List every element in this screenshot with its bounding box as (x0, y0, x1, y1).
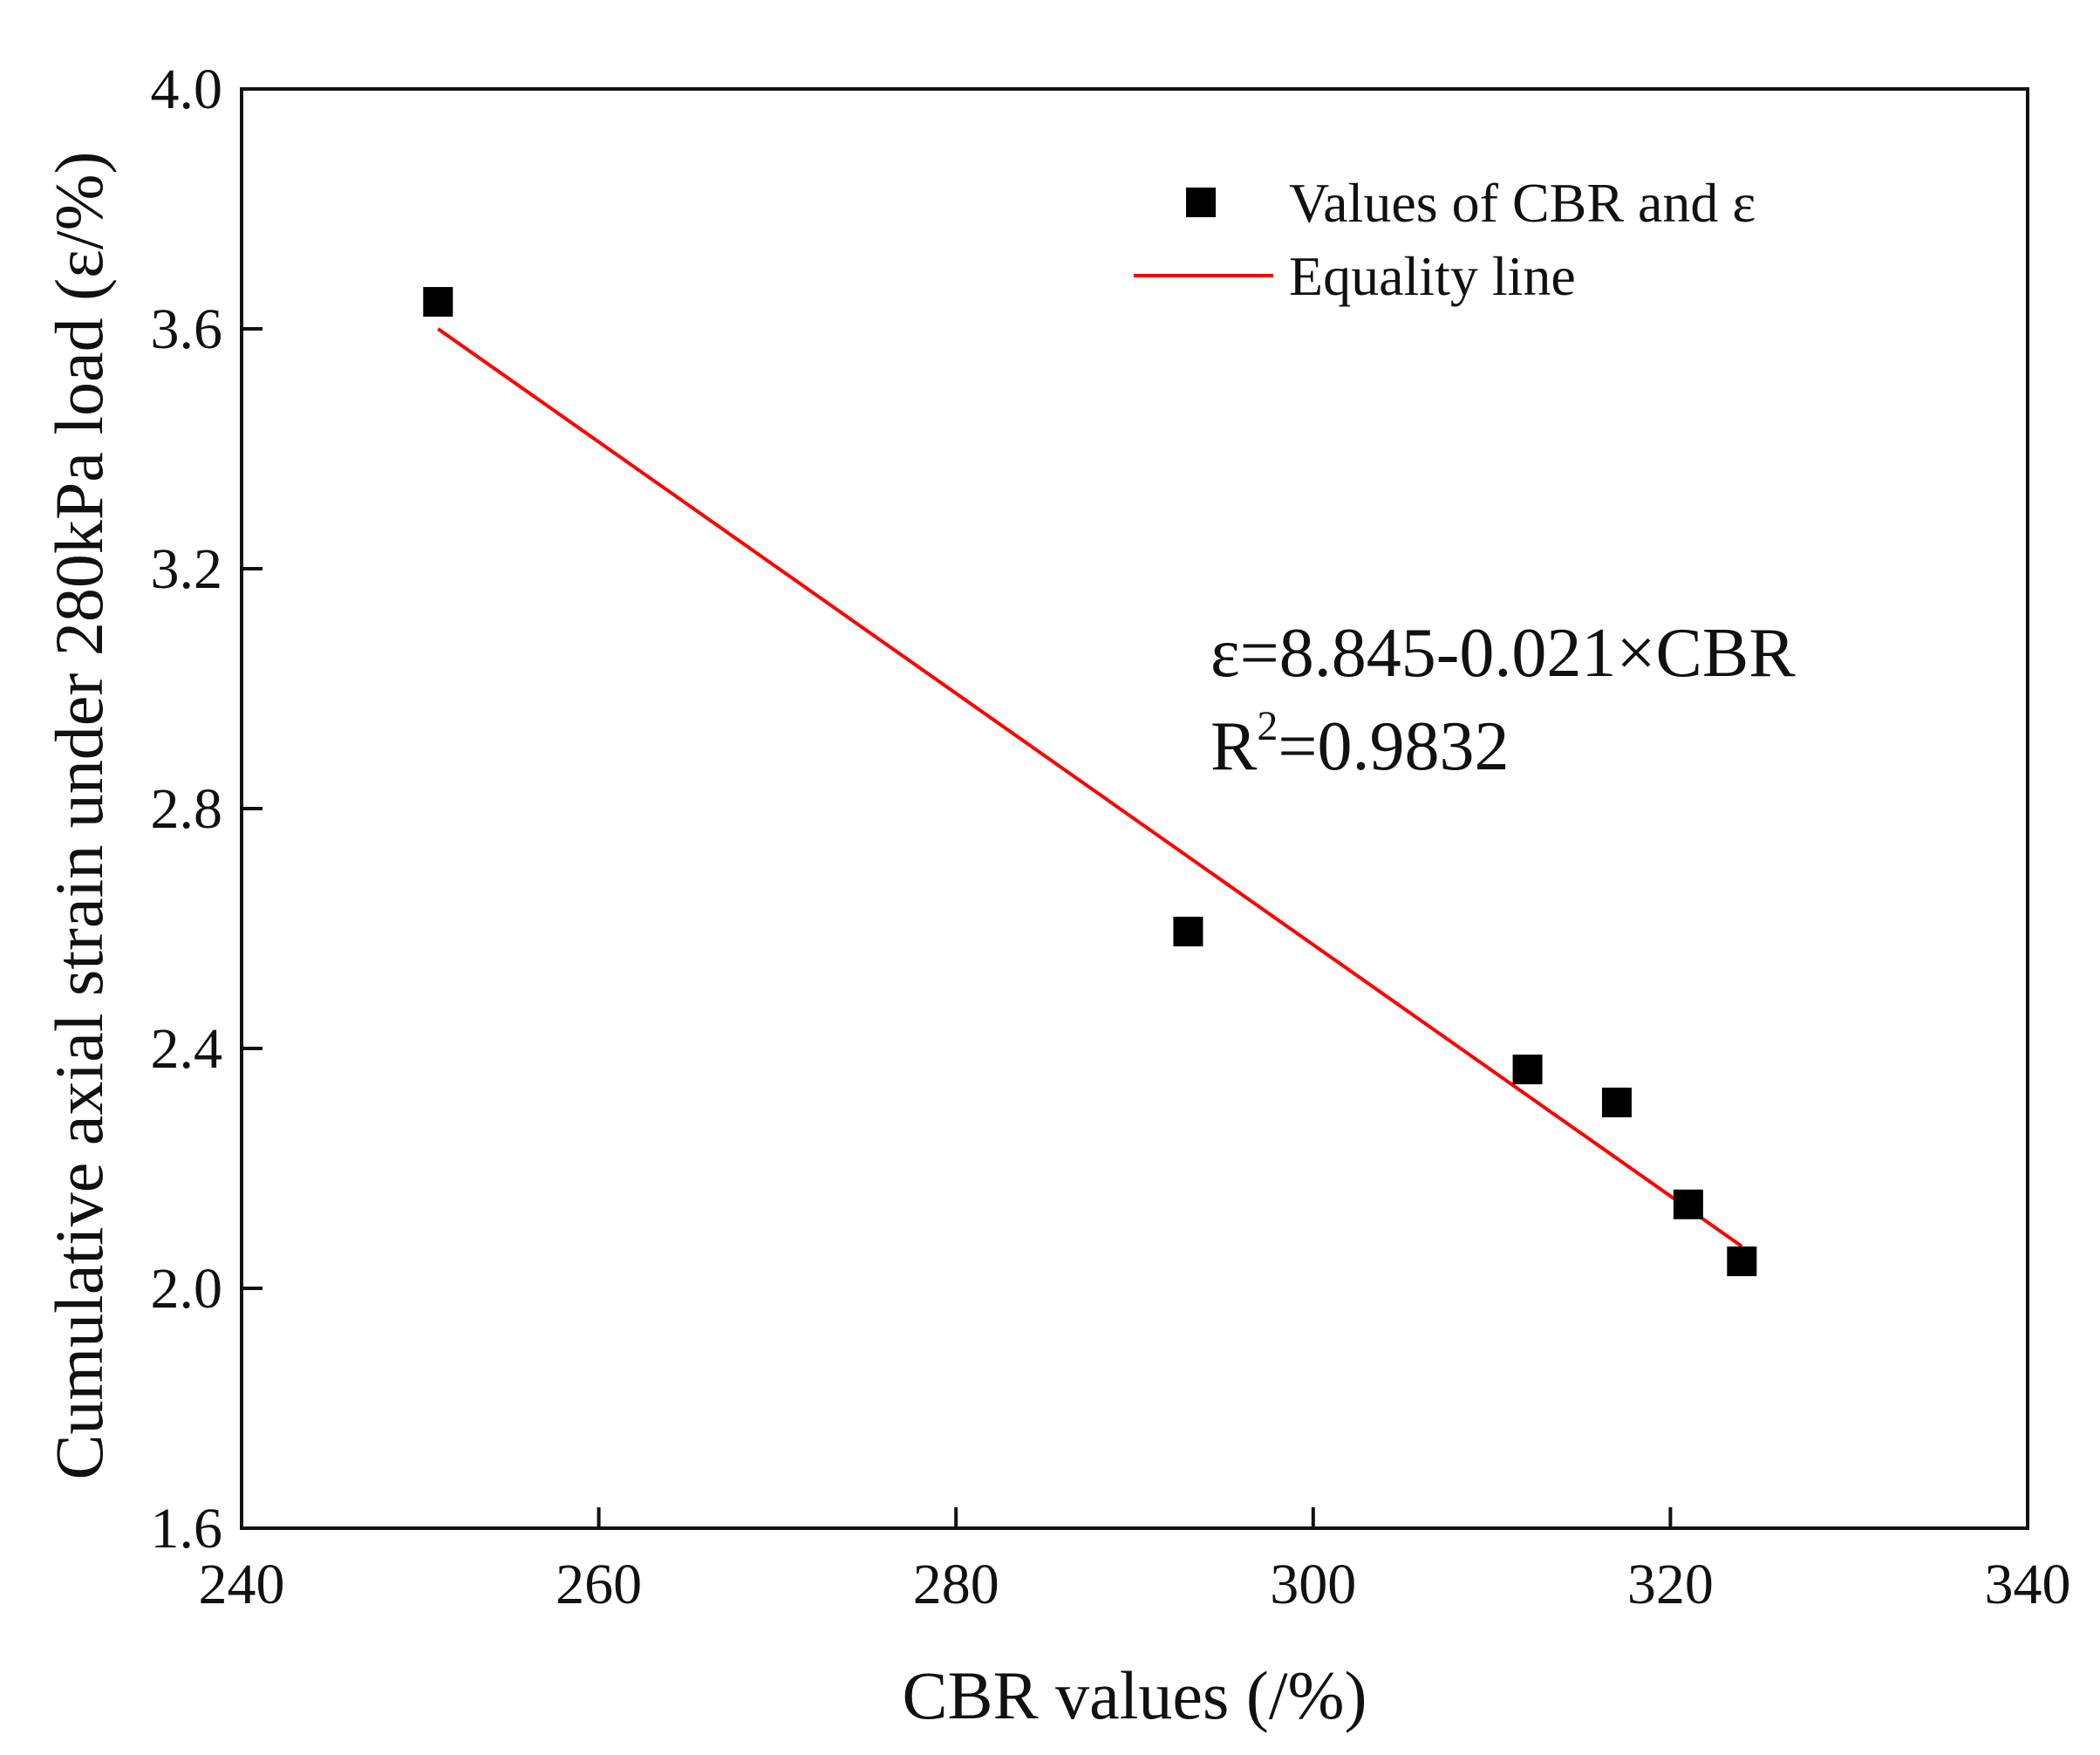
y-tick-label: 2.4 (151, 1017, 223, 1081)
data-point (1173, 916, 1203, 946)
y-tick-label: 1.6 (151, 1497, 223, 1560)
x-tick-label: 240 (199, 1553, 285, 1616)
regression-equation: ε=8.845-0.021×CBR (1210, 615, 1796, 692)
y-axis-title: Cumulative axial strain under 280kPa loa… (41, 151, 117, 1479)
plot-area-frame (240, 87, 2029, 1530)
data-point (1727, 1246, 1757, 1277)
y-tick-label: 2.0 (151, 1257, 223, 1321)
x-axis-title: CBR values (/%) (903, 1657, 1367, 1733)
x-tick-label: 320 (1627, 1553, 1714, 1616)
x-tick-label: 280 (913, 1553, 999, 1616)
y-tick-label: 2.8 (151, 777, 223, 841)
data-point (1601, 1087, 1632, 1117)
data-point (1512, 1055, 1543, 1085)
x-tick-label: 340 (1985, 1553, 2071, 1616)
x-tick-label: 260 (556, 1553, 642, 1616)
y-tick-label: 3.6 (151, 297, 223, 361)
r-squared-value: =0.9832 (1278, 708, 1509, 785)
r-squared-prefix: R (1210, 708, 1258, 785)
legend-square-marker-icon (1186, 188, 1216, 217)
y-tick-label: 4.0 (151, 58, 223, 121)
legend-label-values: Values of CBR and ε (1289, 172, 1756, 234)
equality-line-series (437, 327, 1743, 1248)
equality-line (437, 327, 1743, 1248)
x-tick-label: 300 (1270, 1553, 1356, 1616)
data-point (1673, 1189, 1703, 1219)
y-tick-label: 3.2 (151, 537, 223, 601)
legend-label-equality-line: Equality line (1289, 245, 1576, 307)
data-points-series (423, 287, 1757, 1277)
legend: Values of CBR and ε Equality line (1134, 172, 1756, 307)
y-axis-ticks: 1.6 2.0 2.4 2.8 3.2 3.6 4.0 (151, 58, 262, 1560)
r-squared-superscript: 2 (1257, 703, 1278, 749)
r-squared-annotation: R2=0.9832 (1210, 703, 1509, 785)
data-point (423, 287, 453, 318)
x-axis-ticks: 240 260 280 300 320 340 (199, 1507, 2071, 1616)
